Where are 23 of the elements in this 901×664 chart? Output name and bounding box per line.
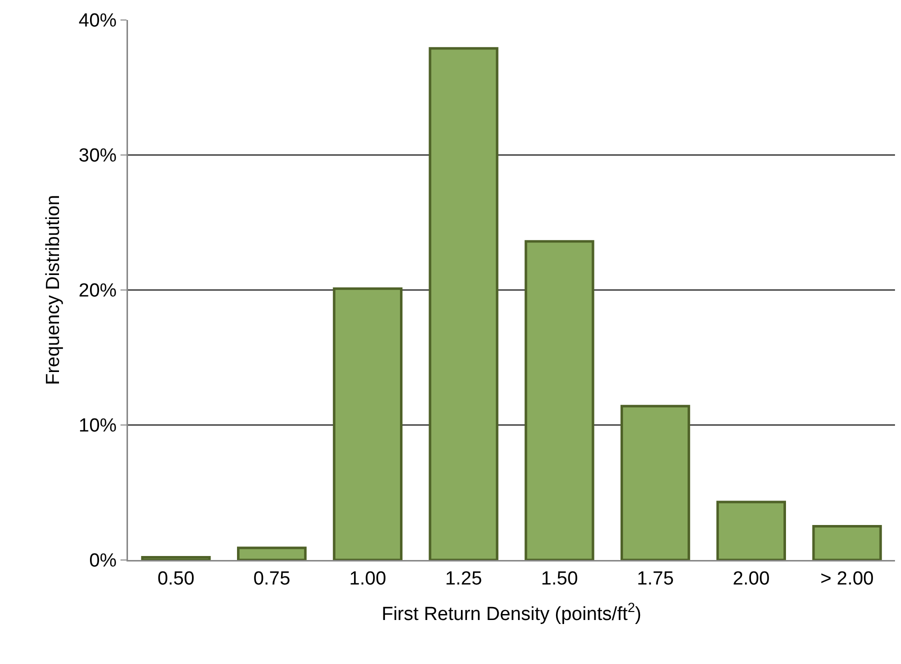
y-tick-label: 0% <box>89 550 117 572</box>
bar <box>524 240 594 560</box>
x-tick-label: 0.75 <box>253 568 290 590</box>
y-tick-label: 10% <box>78 416 117 437</box>
x-tick-label: 0.50 <box>157 568 194 590</box>
x-tick-label: 1.00 <box>349 568 386 590</box>
x-tick-label: 1.75 <box>636 568 674 590</box>
x-tick-label: > 2.00 <box>820 568 874 590</box>
x-tick-label: 1.25 <box>445 568 482 590</box>
x-axis-title: First Return Density (points/ft$^{2}$) <box>382 600 642 625</box>
bar <box>620 404 690 560</box>
y-tick-label: 30% <box>78 146 117 167</box>
bar <box>812 525 882 560</box>
bar <box>141 556 211 560</box>
bar <box>428 47 498 560</box>
y-tick-label: 40% <box>78 10 117 32</box>
y-axis-title: Frequency Distribution <box>42 194 64 386</box>
bar <box>332 287 402 560</box>
bar <box>716 500 786 560</box>
x-tick-label: 1.50 <box>540 568 578 590</box>
x-tick-label: 2.00 <box>732 568 770 590</box>
y-tick-label: 20% <box>78 280 117 302</box>
bar <box>237 546 307 560</box>
